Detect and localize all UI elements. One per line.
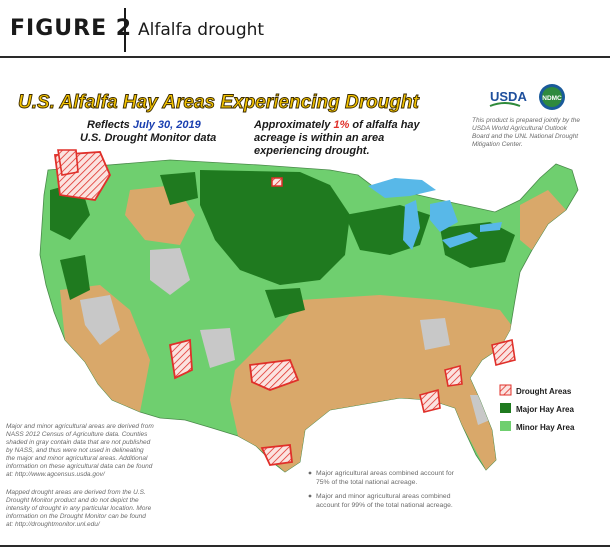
stat-line-1: Approximately 1% of alfalfa hay — [253, 119, 421, 131]
legend-label-major: Major Hay Area — [516, 405, 575, 414]
note-line: Drought Monitor product and do not depic… — [6, 497, 139, 504]
bullet — [308, 494, 312, 498]
note-line: intensity of drought in any particular l… — [6, 505, 152, 512]
lake-huron — [430, 200, 458, 232]
map-frame: U.S. Alfalfa Hay Areas Experiencing Drou… — [0, 80, 610, 542]
stat-percent: 1% — [333, 119, 349, 131]
notes-right: Major agricultural areas combined accoun… — [308, 470, 455, 509]
note-line: account for 99% of the total national ac… — [316, 502, 453, 509]
drought-area-washington-coast — [57, 149, 79, 176]
note-line: the major and minor agricultural areas. … — [6, 455, 148, 462]
drought-area-north-dakota — [271, 177, 283, 187]
note-line: shaded in gray contain data that are not… — [6, 439, 151, 446]
credit-text: This product is prepared jointly by the … — [472, 117, 580, 148]
bullet — [308, 471, 312, 475]
figure-caption: Alfalfa drought — [138, 20, 265, 40]
note-line: Major agricultural areas combined accoun… — [316, 470, 455, 477]
drought-area-coastal — [491, 339, 516, 366]
note-line: by NASS, and thus were not used in delin… — [6, 447, 144, 454]
stat-line-3: experiencing drought. — [254, 145, 370, 157]
map-title: U.S. Alfalfa Hay Areas Experiencing Drou… — [18, 92, 420, 113]
major-region-kansas — [265, 288, 305, 318]
gray-region-nevada — [80, 295, 120, 345]
reflects-date: July 30, 2019 — [133, 119, 202, 131]
credit-line: This product is prepared jointly by the — [472, 117, 580, 124]
lake-michigan — [403, 200, 420, 250]
note-line: 75% of the total national acreage. — [316, 479, 417, 486]
drought-area-texas-north — [249, 359, 300, 391]
note-line: information on the Drought Monitor can b… — [6, 513, 146, 520]
drought-area-arizona — [168, 338, 193, 380]
major-region-california-north — [60, 255, 90, 300]
tan-region-northeast — [520, 190, 566, 250]
stat-line-2: acreage is within an area — [254, 132, 384, 144]
credit-line: Board and the UNL National Drought — [472, 133, 579, 140]
major-region-northern-plains — [200, 170, 350, 285]
tan-region-southwest — [60, 285, 150, 412]
ndmc-logo-text: NDMC — [542, 95, 562, 102]
lake-ontario — [480, 222, 502, 232]
gray-region-plains — [200, 328, 235, 368]
bottom-rule — [0, 545, 610, 547]
note-line: information on these agricultural data c… — [6, 463, 153, 470]
legend-label-minor: Minor Hay Area — [516, 423, 575, 432]
drought-area-georgia — [419, 388, 441, 413]
drought-area-texas-south — [260, 444, 293, 466]
note-line: NASS 2012 Census of Agriculture data. Co… — [6, 431, 148, 438]
usda-logo: USDA — [489, 89, 527, 107]
gray-region-southeast — [420, 318, 450, 350]
credit-line: Mitigation Center. — [472, 141, 523, 148]
credit-line: USDA World Agricultural Outlook — [472, 125, 568, 132]
header-divider — [124, 8, 126, 52]
major-region-northeast — [440, 222, 515, 268]
major-region-montana — [160, 172, 198, 205]
figure-label: FIGURE 2 — [10, 16, 133, 41]
note-line: at: http://www.agcensus.usda.gov/ — [6, 471, 106, 478]
figure-header: FIGURE 2 Alfalfa drought — [0, 0, 610, 58]
ndmc-logo: NDMC — [539, 84, 565, 110]
legend-swatch-major — [500, 403, 511, 413]
note-line: Major and minor agricultural areas combi… — [316, 493, 451, 500]
legend-label-drought: Drought Areas — [516, 387, 572, 396]
legend-swatch-minor — [500, 421, 511, 431]
usda-logo-text: USDA — [490, 89, 527, 104]
map-legend: Drought Areas Major Hay Area Minor Hay A… — [499, 384, 575, 432]
note-line: at: http://droughtmonitor.unl.edu/ — [6, 521, 101, 528]
us-map — [39, 149, 579, 473]
note-line: Major and minor agricultural areas are d… — [6, 423, 154, 430]
reflects-line: Reflects July 30, 2019 — [87, 119, 202, 131]
source-line: U.S. Drought Monitor data — [80, 132, 216, 144]
lake-superior — [368, 178, 436, 198]
note-line: Mapped drought areas are derived from th… — [6, 489, 146, 496]
drought-map: U.S. Alfalfa Hay Areas Experiencing Drou… — [6, 84, 580, 528]
drought-area-carolina — [444, 364, 463, 387]
reflects-label: Reflects — [87, 119, 130, 131]
lake-erie — [442, 232, 478, 248]
notes-left: Major and minor agricultural areas are d… — [6, 423, 154, 528]
gray-region-utah — [150, 248, 190, 295]
header-rule — [0, 56, 610, 58]
legend-swatch-drought — [499, 384, 512, 396]
